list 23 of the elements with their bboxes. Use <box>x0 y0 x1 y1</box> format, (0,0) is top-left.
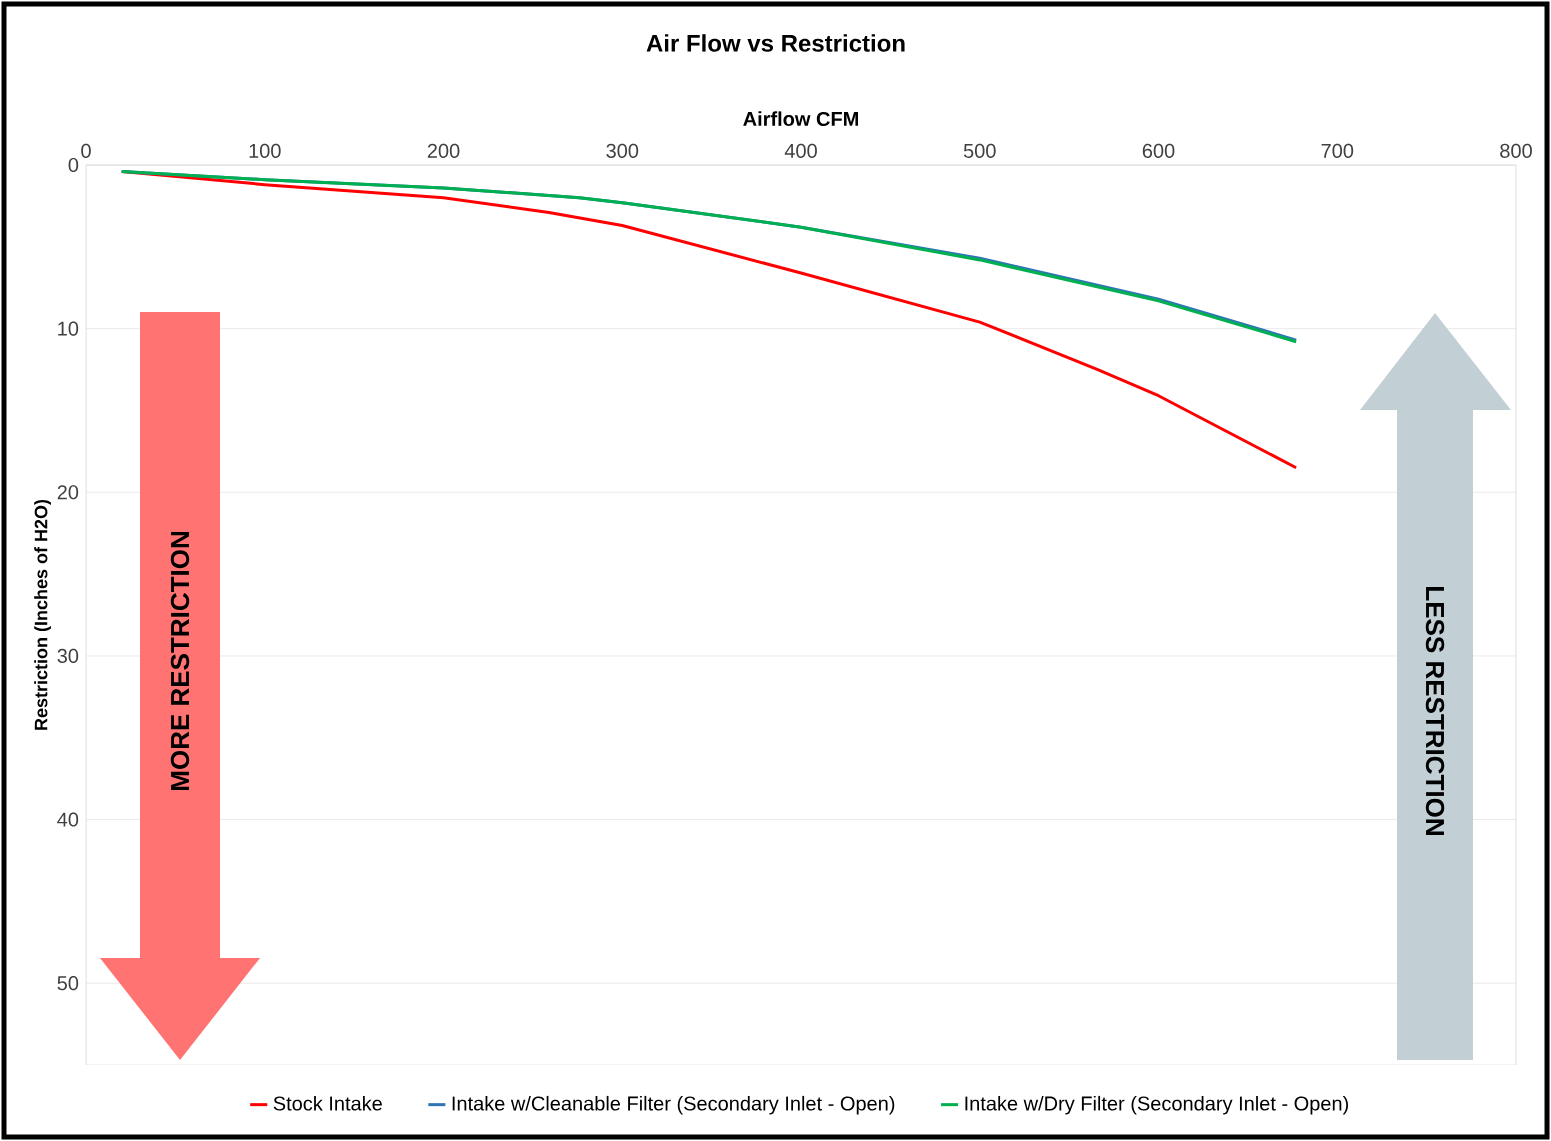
y-tick-label: 0 <box>68 157 79 173</box>
y-tick-label: 30 <box>57 648 79 663</box>
x-tick-label: 200 <box>427 143 460 158</box>
legend-label: Intake w/Dry Filter (Secondary Inlet - Open) <box>965 1095 1349 1115</box>
x-tick-label: 700 <box>1321 143 1354 158</box>
x-axis-title: Airflow CFM <box>743 111 858 127</box>
y-axis-title: Restriction (Inches of H2O) <box>34 499 51 730</box>
x-tick-label: 0 <box>81 143 91 158</box>
x-tick-label: 400 <box>784 143 817 158</box>
annotation: MORE RESTRICTION <box>170 532 190 790</box>
chart-title: Air Flow vs Restriction <box>646 34 905 52</box>
y-tick-label: 10 <box>58 321 79 336</box>
x-tick-label: 500 <box>963 143 996 158</box>
annotation: LESS RESTRICTION <box>1425 587 1445 835</box>
y-tick-label: 50 <box>57 976 79 991</box>
legend-label: Stock Intake <box>273 1095 382 1111</box>
x-tick-label: 600 <box>1142 143 1175 158</box>
x-tick-label: 100 <box>249 143 281 158</box>
y-tick-label: 40 <box>57 812 79 827</box>
x-tick-label: 800 <box>1500 143 1532 158</box>
legend-label: Intake w/Cleanable Filter (Secondary Inlet - Open) <box>452 1095 895 1115</box>
x-tick-label: 300 <box>606 143 639 158</box>
y-tick-label: 20 <box>57 485 79 500</box>
